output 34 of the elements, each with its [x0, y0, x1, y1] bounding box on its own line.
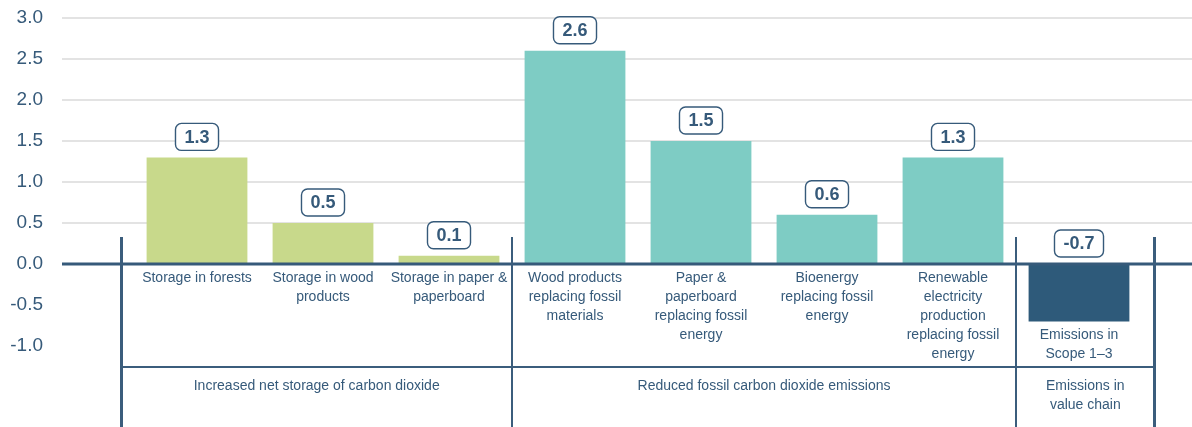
y-tick-label: 2.5 [16, 47, 43, 69]
bar [776, 214, 878, 264]
y-tick-label: 2.0 [16, 88, 43, 110]
bar [650, 141, 752, 264]
data-label: 1.5 [688, 110, 714, 131]
x-tick-label: Emissions in Scope 1–3 [1039, 326, 1119, 362]
x-tick-label: Storage in forests [142, 268, 252, 285]
data-label: 0.5 [310, 192, 336, 213]
y-tick-label: 3.0 [16, 6, 43, 28]
y-tick-label: -0.5 [10, 293, 43, 315]
data-label: 0.1 [436, 225, 462, 246]
y-tick-label: 1.5 [16, 129, 43, 151]
data-label: 1.3 [184, 126, 210, 147]
y-tick-label: 1.0 [16, 170, 43, 192]
x-tick-label: Wood products replacing fossil materials [528, 268, 622, 323]
data-label: 2.6 [562, 20, 588, 41]
text: Increased net storage of carbon dioxide [193, 376, 440, 393]
text: Emissions in value chain [1046, 376, 1125, 412]
bar [146, 157, 248, 264]
bar [272, 223, 374, 264]
x-tick-label: Paper & paperboard replacing fossil energy [654, 268, 748, 342]
y-tick-label: 0.5 [16, 211, 43, 233]
data-label: -0.7 [1063, 233, 1095, 254]
x-tick-label: Bioenergy replacing fossil energy [780, 268, 874, 323]
y-tick-label: -1.0 [10, 334, 43, 356]
x-tick-label: Renewable electricity production replacing fossil energy [906, 268, 1000, 361]
text: Reduced fossil carbon dioxide emissions [637, 376, 891, 393]
bar [524, 50, 626, 264]
bar [902, 157, 1004, 264]
data-label: 1.3 [940, 126, 966, 147]
x-tick-label: Storage in paper & paperboard [390, 268, 509, 304]
y-tick-label: 0.0 [16, 252, 43, 274]
x-tick-label: Storage in wood products [272, 268, 374, 304]
data-label: 0.6 [814, 184, 840, 205]
